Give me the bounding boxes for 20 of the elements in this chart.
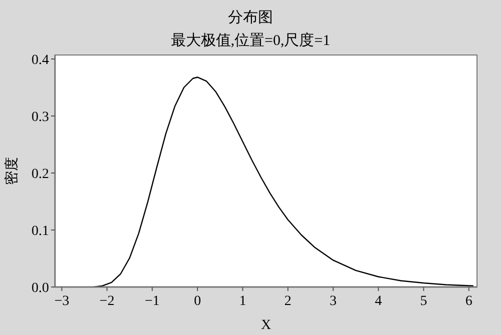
x-tick-label: −1 [144,294,160,309]
x-tick-label: 4 [374,294,382,309]
x-tick-label: 3 [330,294,337,309]
x-tick-label: −2 [100,294,114,309]
x-tick-label: −3 [54,294,70,309]
x-tick-label: 2 [284,294,292,309]
y-tick-label: 0.3 [32,110,49,125]
x-tick-label: 0 [194,294,201,309]
x-tick-label: 1 [239,294,246,309]
y-tick-label: 0.1 [32,224,49,239]
chart-title: 分布图 [228,9,273,26]
y-tick-label: 0.2 [32,166,49,182]
x-axis-title: X [260,318,272,333]
y-tick-label: 0.4 [32,52,49,68]
x-tick-label: 5 [420,294,428,309]
line-series [92,76,474,288]
chart-subtitle: 最大极值,位置=0,尺度=1 [170,32,330,49]
y-axis-title: 密度 [4,157,20,185]
y-tick-label: 0.0 [32,281,49,296]
x-tick-label: 6 [465,294,472,309]
